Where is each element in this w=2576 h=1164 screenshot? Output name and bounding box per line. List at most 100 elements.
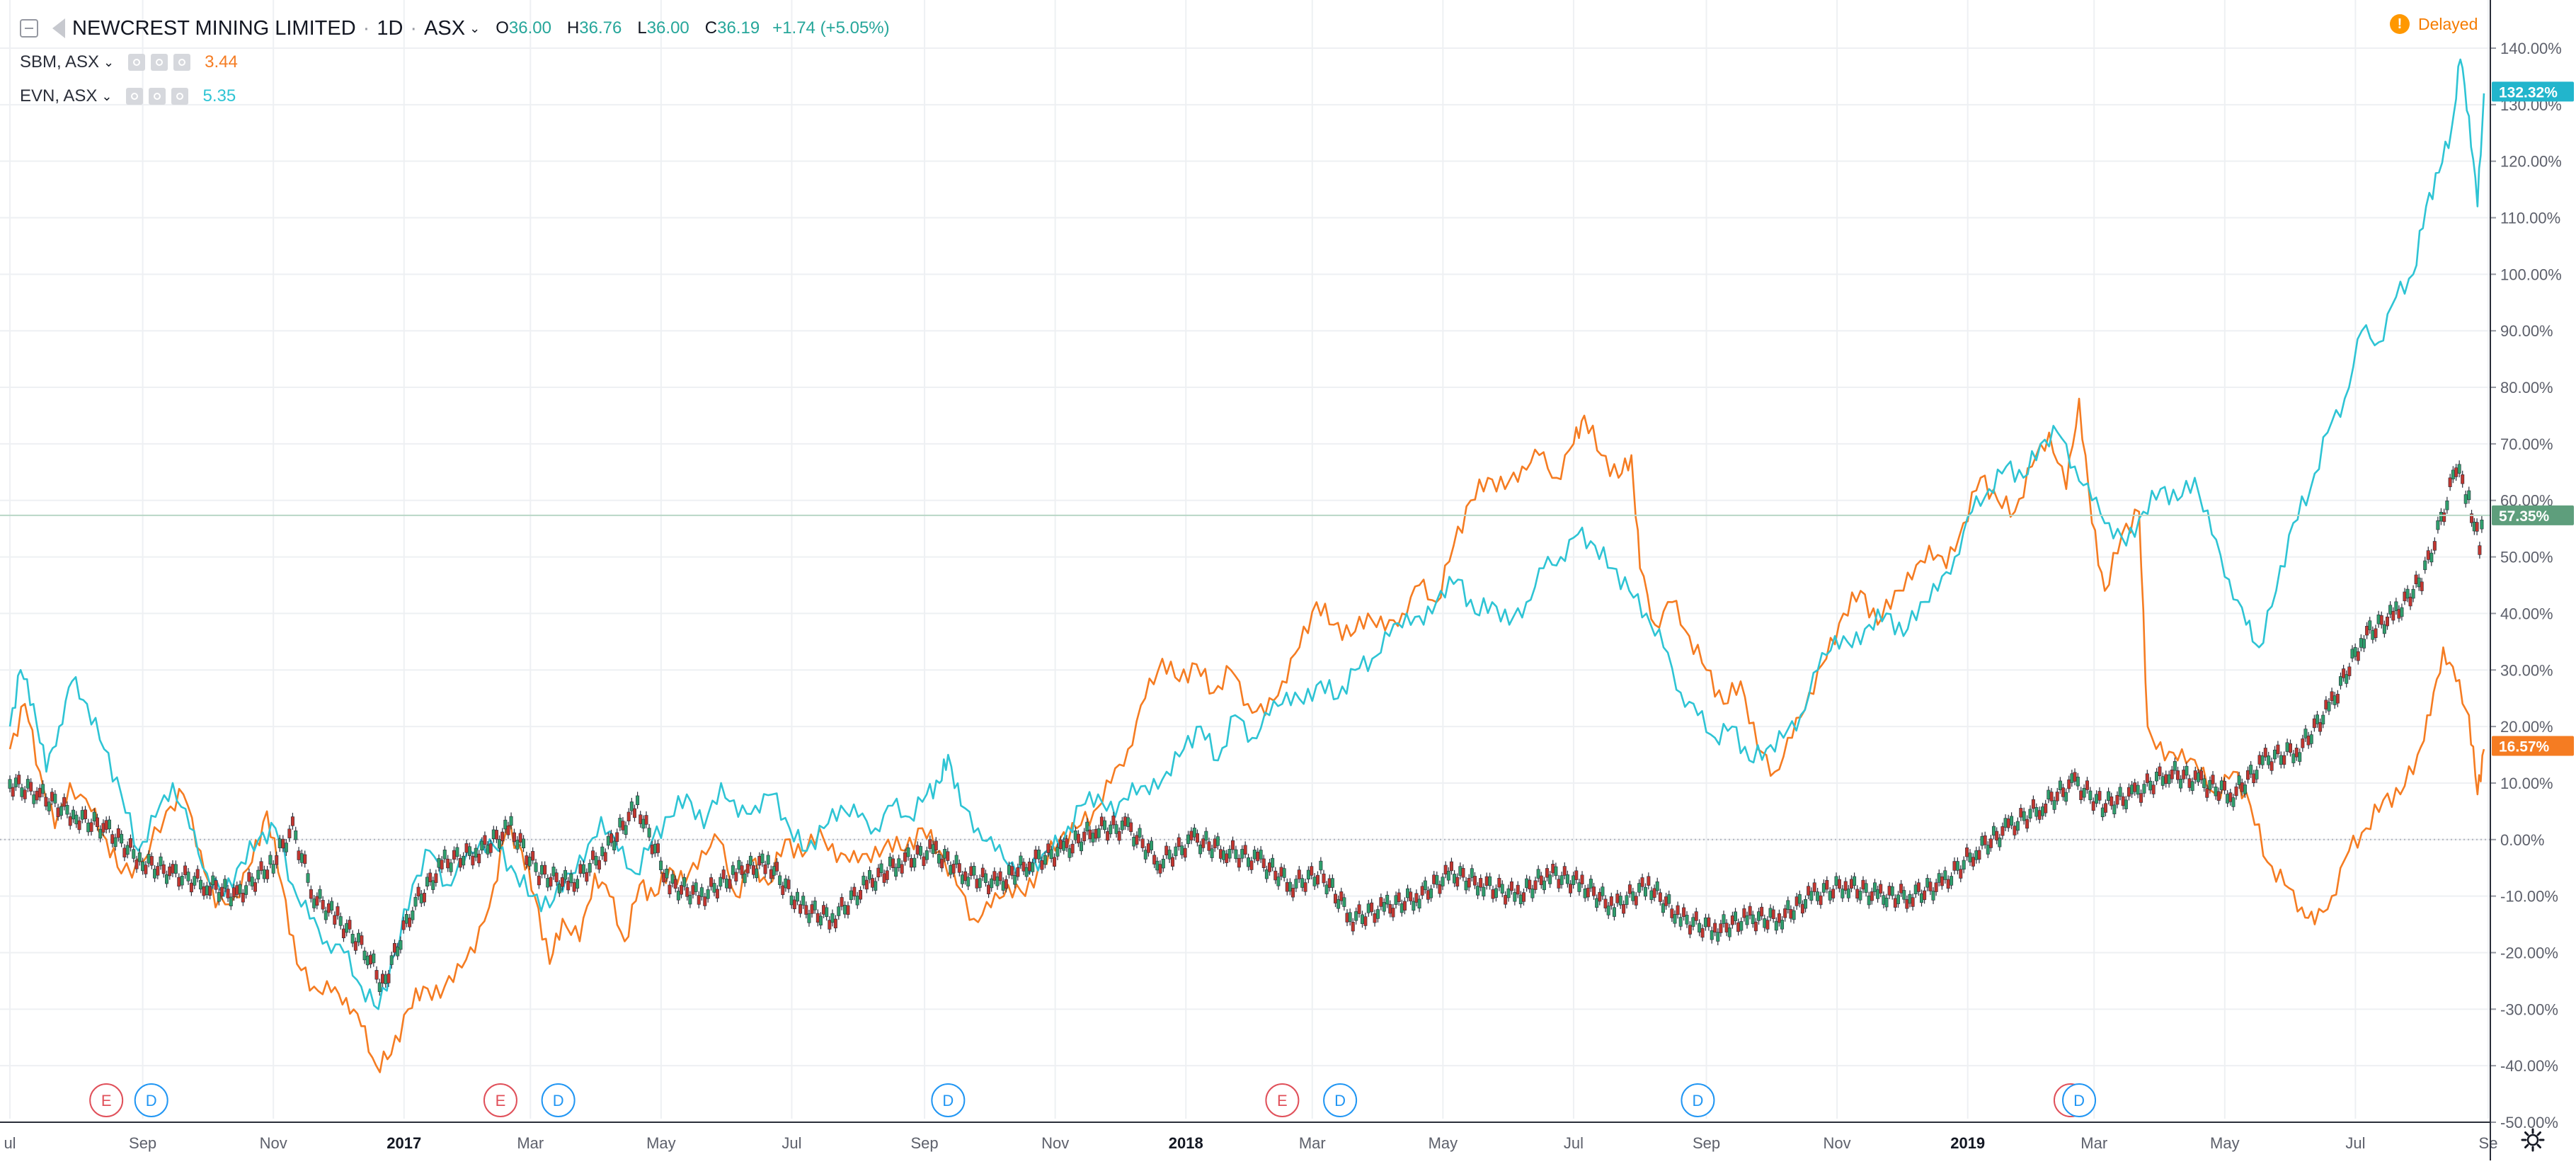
candle-body xyxy=(1109,824,1113,835)
candle-body xyxy=(1062,841,1066,851)
candle-body xyxy=(957,863,961,873)
dividend-marker[interactable] xyxy=(134,1083,168,1117)
candle-body xyxy=(503,819,508,830)
candle-body xyxy=(2347,666,2352,676)
candle-body xyxy=(1794,896,1799,906)
event-marker-label: E xyxy=(1277,1092,1288,1109)
candle-body xyxy=(477,853,481,864)
gear-icon[interactable] xyxy=(151,54,168,71)
close-icon[interactable] xyxy=(171,88,189,105)
candle-body xyxy=(2249,765,2253,775)
close-icon[interactable] xyxy=(173,54,191,71)
candle-body xyxy=(1488,876,1492,886)
candle-body xyxy=(2028,809,2032,818)
candle-body xyxy=(2470,513,2474,523)
earnings-marker[interactable] xyxy=(1265,1083,1300,1117)
candle-body xyxy=(474,848,478,858)
candle-body xyxy=(62,797,67,807)
earnings-marker[interactable] xyxy=(483,1083,517,1117)
candle-body xyxy=(748,855,752,866)
candle-body xyxy=(1414,893,1419,903)
candle-body xyxy=(644,815,648,825)
flag-icon[interactable] xyxy=(52,18,65,38)
chevron-down-icon[interactable]: ⌄ xyxy=(469,21,481,35)
x-tick-label: Jul xyxy=(2345,1134,2365,1152)
candle-body xyxy=(494,830,498,840)
dividend-marker[interactable] xyxy=(931,1083,966,1117)
candle-body xyxy=(2426,550,2430,560)
chevron-down-icon[interactable]: ⌄ xyxy=(101,89,113,103)
candle-body xyxy=(673,879,677,889)
candle-body xyxy=(396,947,400,957)
eye-icon[interactable] xyxy=(128,54,146,71)
y-tick-label: 110.00% xyxy=(2500,210,2560,227)
settings-gear-icon[interactable] xyxy=(2520,1127,2546,1153)
candle-body xyxy=(1218,849,1223,859)
main-symbol-row[interactable]: NEWCREST MINING LIMITED · 1D · ASX ⌄ O 3… xyxy=(20,11,890,45)
candle-body xyxy=(2294,748,2299,758)
candle-body xyxy=(603,852,607,862)
dividend-marker[interactable] xyxy=(1323,1083,1358,1117)
event-marker-label: D xyxy=(1692,1092,1703,1109)
candle-body xyxy=(1516,884,1520,895)
eye-icon[interactable] xyxy=(126,88,144,105)
candle-body xyxy=(1569,884,1573,894)
candle-body xyxy=(1950,876,1954,886)
candle-body xyxy=(1472,876,1477,886)
overlay-symbol[interactable]: SBM, ASX xyxy=(20,52,100,72)
candle-body xyxy=(1896,894,1900,904)
y-tick-label: 120.00% xyxy=(2500,153,2562,171)
candle-body xyxy=(1031,862,1035,872)
overlay-row-evn[interactable]: EVN, ASX ⌄ 5.35 xyxy=(20,79,890,113)
candle-body xyxy=(1843,881,1848,891)
candle-body xyxy=(2273,749,2277,760)
candle-body xyxy=(2350,649,2354,658)
x-tick-label: Mar xyxy=(1299,1134,1326,1152)
candle-body xyxy=(1739,921,1744,931)
gear-icon[interactable] xyxy=(149,88,166,105)
candle-body xyxy=(1858,891,1862,901)
candle-body xyxy=(1872,882,1877,892)
dividend-marker[interactable] xyxy=(1681,1083,1715,1117)
y-tick-label: 0.00% xyxy=(2500,831,2544,849)
candle-body xyxy=(2193,770,2197,780)
symbol-name[interactable]: NEWCREST MINING LIMITED xyxy=(72,16,356,40)
candle-body xyxy=(1373,913,1377,923)
candle-body xyxy=(1016,867,1020,877)
candle-body xyxy=(2010,816,2014,826)
y-tick-label: -20.00% xyxy=(2500,944,2558,962)
overlay-symbol[interactable]: EVN, ASX xyxy=(20,86,98,105)
candle-body xyxy=(137,852,142,862)
candle-body xyxy=(1271,857,1275,868)
candle-body xyxy=(934,840,938,850)
y-tick-label: -50.00% xyxy=(2500,1114,2558,1131)
dividend-marker[interactable] xyxy=(541,1083,576,1117)
earnings-marker[interactable] xyxy=(89,1083,124,1117)
candle-body xyxy=(1710,930,1714,940)
collapse-legend-icon[interactable] xyxy=(20,19,38,38)
candle-body xyxy=(682,877,687,887)
candle-body xyxy=(171,864,175,874)
overlay-row-sbm[interactable]: SBM, ASX ⌄ 3.44 xyxy=(20,45,890,79)
candle-body xyxy=(345,923,349,933)
event-markers[interactable]: EDEDDEDDED xyxy=(89,1083,2097,1117)
candle-body xyxy=(59,806,63,816)
delayed-badge[interactable]: ! Delayed xyxy=(2390,14,2478,34)
candle-body xyxy=(113,837,118,848)
candle-body xyxy=(2097,791,2102,801)
dividend-marker[interactable] xyxy=(2062,1083,2097,1117)
candle-body xyxy=(1670,908,1674,918)
candle-body xyxy=(1509,881,1513,891)
candle-body xyxy=(2085,780,2089,790)
interval[interactable]: 1D xyxy=(377,16,403,40)
chevron-down-icon[interactable]: ⌄ xyxy=(103,55,115,69)
candle-body xyxy=(330,901,334,911)
candle-body xyxy=(2190,781,2194,791)
candle-body xyxy=(833,918,837,929)
candle-body xyxy=(372,953,376,964)
candle-body xyxy=(401,920,406,930)
candle-body xyxy=(2173,761,2177,771)
candle-body xyxy=(238,884,242,894)
